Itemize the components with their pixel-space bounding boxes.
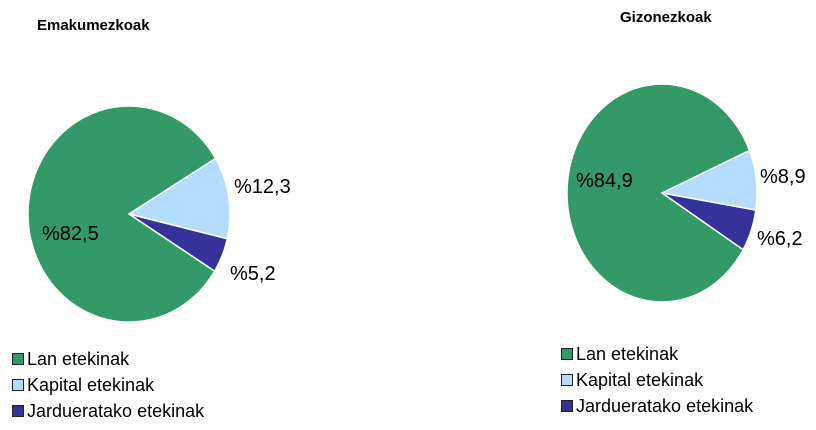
legend-item-kapital: Kapital etekinak	[561, 367, 753, 393]
legend-swatch-kapital	[12, 379, 24, 391]
legend-item-jarduera: Jardueratako etekinak	[12, 398, 204, 424]
legend-label-jarduera: Jardueratako etekinak	[576, 396, 754, 416]
pie-men: %8,9 %6,2 %84,9	[566, 83, 806, 303]
chart-title-men: Gizonezkoak	[620, 9, 712, 26]
legend-label-kapital: Kapital etekinak	[27, 375, 155, 395]
pie-slice-kapital	[127, 157, 231, 240]
legend-swatch-kapital	[561, 374, 573, 386]
slice-label-kapital: %12,3	[234, 176, 291, 198]
slice-label-jarduera: %6,2	[757, 228, 803, 250]
legend-men: Lan etekinak Kapital etekinak Jarduerata…	[561, 341, 753, 419]
slice-label-lan: %82,5	[42, 223, 99, 245]
slice-label-kapital: %8,9	[760, 166, 806, 188]
legend-label-kapital: Kapital etekinak	[576, 370, 704, 390]
legend-swatch-lan	[12, 353, 24, 365]
legend-item-kapital: Kapital etekinak	[12, 372, 204, 398]
pie-slice-lan	[27, 105, 217, 323]
legend-swatch-lan	[561, 348, 573, 360]
legend-item-lan: Lan etekinak	[561, 341, 753, 367]
legend-label-lan: Lan etekinak	[576, 344, 679, 364]
legend-item-jarduera: Jardueratako etekinak	[561, 393, 753, 419]
legend-label-jarduera: Jardueratako etekinak	[27, 401, 205, 421]
legend-item-lan: Lan etekinak	[12, 346, 204, 372]
chart-title-women: Emakumezkoak	[37, 17, 150, 34]
legend-label-lan: Lan etekinak	[27, 349, 130, 369]
legend-women: Lan etekinak Kapital etekinak Jarduerata…	[12, 346, 204, 424]
legend-swatch-jarduera	[12, 405, 24, 417]
pie-slice-lan	[566, 83, 751, 303]
legend-swatch-jarduera	[561, 400, 573, 412]
slice-label-lan: %84,9	[576, 170, 633, 192]
slice-label-jarduera: %5,2	[230, 263, 276, 285]
pie-women: %12,3 %5,2 %82,5	[27, 105, 291, 323]
